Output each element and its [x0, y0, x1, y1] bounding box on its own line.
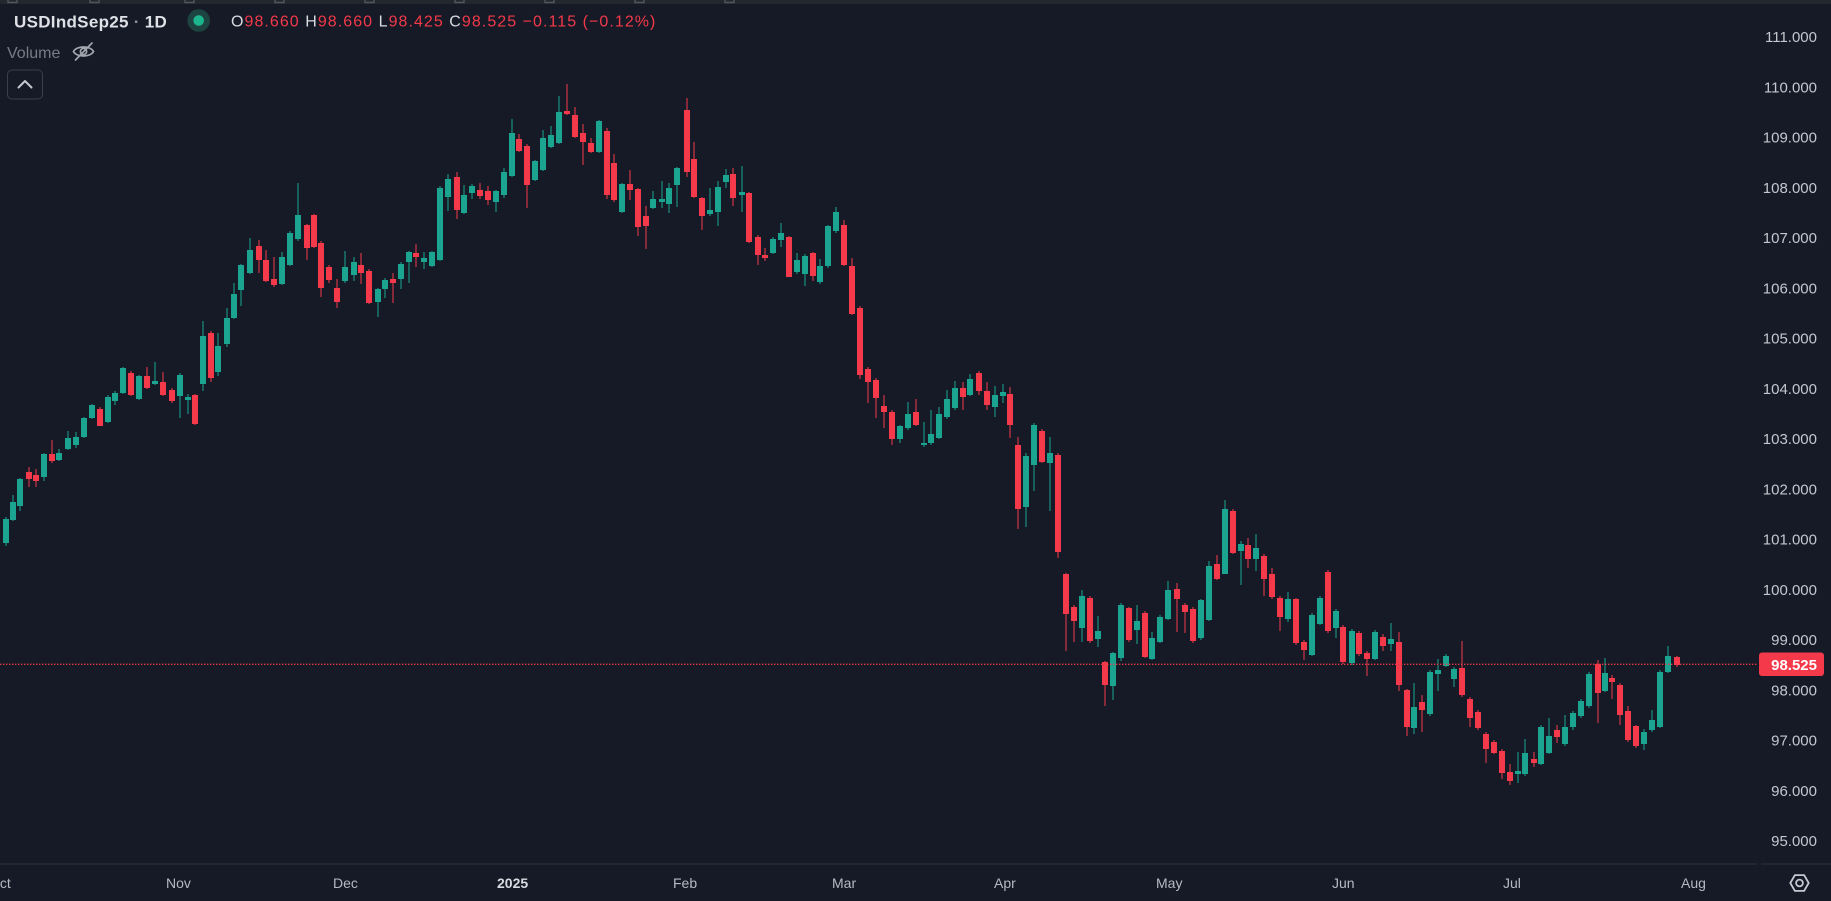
svg-text:98.000: 98.000 — [1771, 683, 1817, 700]
svg-text:Mar: Mar — [832, 875, 856, 891]
svg-text:USDIndSep25 · 1D: USDIndSep25 · 1D — [14, 13, 167, 32]
svg-text:Aug: Aug — [1681, 875, 1706, 891]
svg-text:110.000: 110.000 — [1764, 80, 1817, 97]
svg-text:111.000: 111.000 — [1765, 29, 1817, 46]
svg-text:Apr: Apr — [994, 875, 1016, 891]
svg-text:102.000: 102.000 — [1763, 481, 1817, 498]
svg-text:104.000: 104.000 — [1763, 381, 1817, 398]
svg-text:Jul: Jul — [1503, 875, 1521, 891]
svg-text:Oct: Oct — [0, 875, 11, 891]
svg-text:2025: 2025 — [497, 875, 528, 891]
svg-text:109.000: 109.000 — [1763, 130, 1817, 147]
svg-text:96.000: 96.000 — [1771, 783, 1817, 800]
svg-text:95.000: 95.000 — [1771, 833, 1817, 850]
svg-text:Volume: Volume — [7, 45, 60, 62]
svg-text:O98.660 H98.660 L98.425 C98.52: O98.660 H98.660 L98.425 C98.525 −0.115 (… — [231, 14, 656, 31]
svg-text:101.000: 101.000 — [1763, 532, 1817, 549]
svg-text:99.000: 99.000 — [1771, 632, 1817, 649]
svg-text:Nov: Nov — [166, 875, 191, 891]
svg-text:107.000: 107.000 — [1763, 230, 1817, 247]
svg-text:108.000: 108.000 — [1763, 180, 1817, 197]
svg-text:Jun: Jun — [1332, 875, 1355, 891]
svg-text:May: May — [1156, 875, 1182, 891]
svg-text:106.000: 106.000 — [1763, 280, 1817, 297]
svg-text:105.000: 105.000 — [1763, 331, 1817, 348]
svg-text:Dec: Dec — [333, 875, 358, 891]
svg-text:Feb: Feb — [673, 875, 697, 891]
svg-text:103.000: 103.000 — [1763, 431, 1817, 448]
svg-text:98.525: 98.525 — [1771, 657, 1817, 674]
svg-text:100.000: 100.000 — [1763, 582, 1817, 599]
svg-text:97.000: 97.000 — [1771, 733, 1817, 750]
